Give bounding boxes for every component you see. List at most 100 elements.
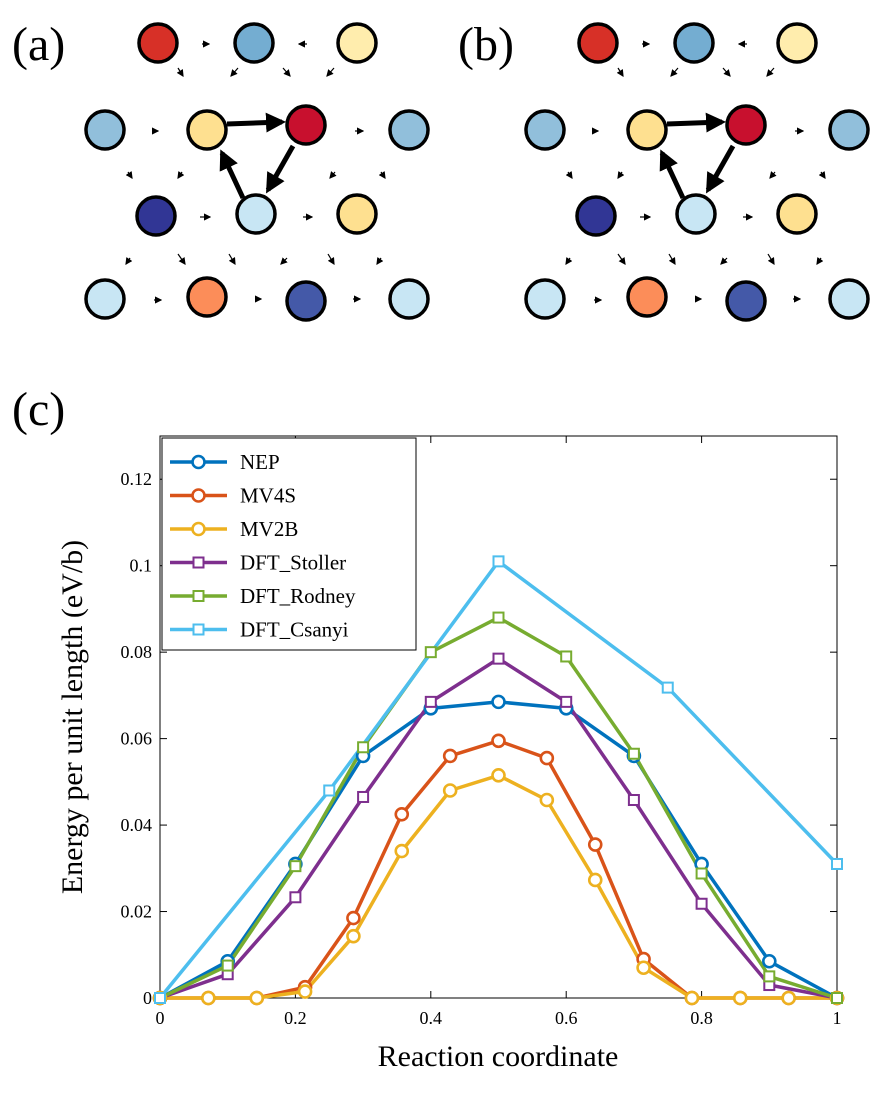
y-tick-label: 0.1 — [130, 556, 153, 576]
legend-marker — [192, 623, 205, 636]
point-mv2b — [781, 990, 796, 1006]
panel-c-label: (c) — [12, 383, 65, 436]
point-dft-rodney — [424, 646, 437, 659]
displacement-arrow — [329, 171, 337, 179]
atom-r2c2 — [186, 109, 228, 151]
panel-a-label: (a) — [12, 18, 65, 71]
legend-label-dft-csanyi: DFT_Csanyi — [240, 618, 349, 642]
displacement-arrow — [282, 67, 291, 77]
point-mv2b — [249, 990, 265, 1006]
point-dft-rodney — [492, 611, 505, 624]
atom-r2c2 — [626, 109, 668, 151]
displacement-arrow — [769, 171, 777, 179]
atom-r1c2 — [233, 22, 275, 64]
core-displacement-arrow — [705, 144, 736, 194]
core-displacement-arrow — [219, 149, 246, 200]
point-mv2b — [491, 768, 506, 783]
lattice-a — [84, 22, 430, 322]
core-displacement-arrow — [226, 112, 286, 133]
displacement-arrow — [326, 67, 335, 77]
atom-r2c3 — [725, 104, 767, 146]
point-mv4s — [491, 733, 506, 749]
x-tick-label: 1 — [833, 1008, 842, 1028]
core-displacement-arrow — [666, 112, 726, 133]
displacement-arrow — [565, 257, 573, 265]
atom-r2c1 — [524, 109, 566, 151]
y-tick-label: 0.02 — [121, 902, 153, 922]
point-mv2b — [587, 872, 603, 888]
point-dft-csanyi — [831, 857, 843, 870]
displacement-arrow — [565, 171, 573, 179]
point-dft-stoller — [424, 695, 437, 708]
atom-r4c3 — [285, 280, 327, 322]
atom-r3c3 — [776, 193, 818, 235]
point-dft-rodney — [289, 860, 302, 873]
y-axis-title: Energy per unit length (eV/b) — [56, 540, 89, 894]
displacement-arrow — [722, 67, 731, 77]
legend-label-mv2b: MV2B — [240, 517, 298, 541]
x-tick-label: 0.8 — [690, 1008, 713, 1028]
atom-r4c4 — [388, 278, 430, 320]
point-mv4s — [394, 806, 410, 822]
atom-r4c4 — [828, 278, 870, 320]
atom-r3c1 — [135, 195, 177, 237]
displacement-arrow — [616, 67, 624, 78]
atom-r4c3 — [725, 280, 767, 322]
point-mv2b — [201, 990, 216, 1006]
displacement-arrow — [767, 253, 775, 266]
atom-r4c2 — [186, 276, 228, 318]
point-mv2b — [297, 984, 313, 999]
atom-r3c1 — [575, 195, 617, 237]
x-tick-label: 0 — [156, 1008, 165, 1028]
point-nep — [491, 694, 506, 710]
core-displacement-arrow — [659, 149, 686, 200]
point-dft-csanyi — [154, 992, 166, 1004]
point-dft-csanyi — [323, 784, 336, 797]
point-dft-rodney — [221, 959, 234, 972]
series-markers — [152, 555, 845, 1006]
displacement-arrow — [816, 257, 824, 265]
legend-label-mv4s: MV4S — [240, 484, 296, 508]
point-dft-csanyi — [661, 681, 674, 694]
displacement-arrow — [177, 253, 186, 265]
displacement-arrow — [230, 67, 239, 77]
legend-label-dft-rodney: DFT_Rodney — [240, 584, 356, 608]
point-mv2b — [732, 990, 748, 1006]
lattice-b — [524, 22, 870, 322]
displacement-arrow — [176, 67, 184, 78]
displacement-arrow — [280, 257, 288, 265]
y-tick-label: 0.06 — [121, 729, 153, 749]
point-mv2b — [442, 783, 458, 798]
displacement-arrow — [376, 257, 384, 265]
y-tick-label: 0 — [143, 988, 152, 1008]
atom-r3c2 — [235, 193, 277, 235]
point-dft-stoller — [695, 897, 708, 910]
point-dft-rodney — [560, 650, 573, 663]
point-mv2b — [684, 990, 700, 1006]
legend-marker — [191, 521, 206, 537]
point-dft-rodney — [357, 741, 370, 754]
atom-r4c1 — [524, 278, 566, 320]
y-tick-label: 0.12 — [121, 469, 153, 489]
point-dft-rodney — [627, 747, 640, 760]
point-dft-stoller — [492, 652, 505, 665]
legend-marker — [192, 556, 205, 569]
displacement-arrow — [617, 253, 626, 265]
atom-r1c1 — [137, 22, 179, 64]
atom-r3c2 — [675, 193, 717, 235]
displacement-arrow — [125, 257, 133, 265]
point-mv2b — [636, 960, 651, 976]
point-dft-stoller — [357, 790, 370, 803]
displacement-arrow — [617, 171, 625, 179]
legend: NEP MV4S MV2B DFT_Stoller DFT_Rodney DFT_Csan… — [161, 437, 417, 651]
legend-marker — [191, 488, 206, 503]
point-mv2b — [394, 843, 410, 859]
atom-r1c1 — [577, 22, 619, 64]
y-tick-label: 0.04 — [121, 815, 153, 835]
atom-r1c3 — [336, 22, 378, 64]
legend-box — [161, 437, 417, 651]
legend-label-dft-stoller: DFT_Stoller — [240, 551, 346, 575]
atom-r2c3 — [285, 104, 327, 146]
displacement-arrow — [670, 67, 679, 77]
